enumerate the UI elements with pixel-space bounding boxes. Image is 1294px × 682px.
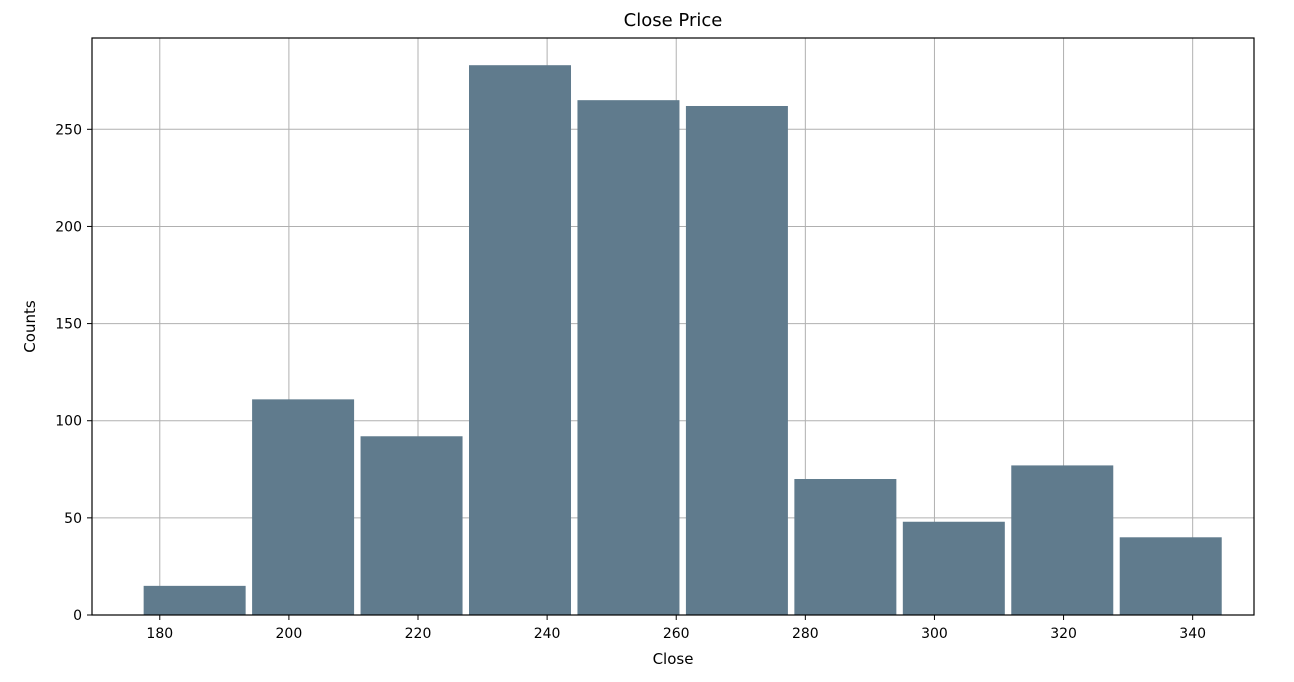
plot-frame: [91, 37, 1255, 616]
ticks-layer: 180 200 220 240 260 280 300 320 340 0 50 100 150 200 2…: [55, 122, 1206, 642]
x-tick-label: 200: [276, 626, 303, 642]
y-tick-label: 200: [55, 219, 82, 235]
histogram-bar: [685, 105, 788, 615]
y-tick-label: 150: [55, 317, 82, 333]
x-tick-label: 180: [146, 626, 173, 642]
histogram-bar: [1011, 465, 1114, 615]
histogram-bar: [252, 399, 355, 615]
histogram-bar: [902, 521, 1005, 615]
y-tick-label: 50: [64, 511, 82, 527]
x-axis-label: Close: [653, 650, 694, 668]
y-tick-label: 100: [55, 414, 82, 430]
bars-layer: [143, 65, 1222, 616]
x-tick-label: 280: [792, 626, 819, 642]
y-tick-label: 250: [55, 122, 82, 138]
histogram-bar: [360, 436, 463, 615]
chart-title: Close Price: [624, 10, 723, 31]
y-tick-label: 0: [73, 608, 82, 624]
x-tick-label: 220: [405, 626, 432, 642]
histogram-bar: [577, 100, 680, 616]
histogram-bar: [1119, 537, 1222, 615]
x-tick-label: 340: [1179, 626, 1206, 642]
x-tick-label: 260: [663, 626, 690, 642]
x-tick-label: 240: [534, 626, 561, 642]
histogram-bar: [794, 479, 897, 615]
x-tick-label: 300: [921, 626, 948, 642]
y-axis-label: Counts: [21, 300, 39, 353]
x-tick-label: 320: [1050, 626, 1077, 642]
histogram-bar: [143, 585, 246, 615]
histogram-bar: [469, 65, 572, 615]
